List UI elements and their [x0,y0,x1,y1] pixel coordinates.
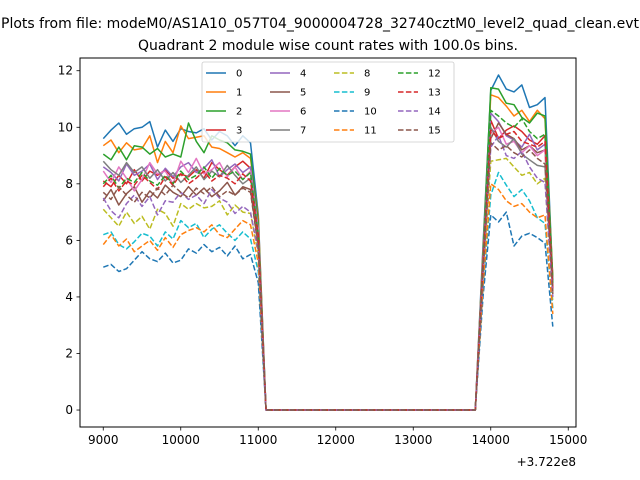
legend-box [201,61,455,143]
x-tick-label: 10000 [162,433,200,447]
plot-frame [79,57,577,428]
legend-label-2: 2 [236,107,242,118]
chart-title: Quadrant 2 module wise count rates with … [138,38,518,54]
legend-label-7: 7 [300,126,306,137]
y-tick-label: 4 [65,290,73,304]
x-tick-label: 11000 [239,433,277,447]
y-tick-label: 12 [58,64,73,78]
x-tick-label: 15000 [549,433,587,447]
x-offset-label: +3.722e8 [517,455,576,469]
legend-label-6: 6 [300,107,306,118]
legend-label-12: 12 [428,69,441,80]
x-tick-label: 14000 [472,433,510,447]
legend-label-5: 5 [300,88,306,99]
series-layer [102,74,554,411]
y-tick-label: 10 [58,120,73,134]
figure-suptitle: Plots from file: modeM0/AS1A10_057T04_90… [1,16,639,32]
x-axis: 9000 10000 11000 12000 13000 14000 15000 [88,427,587,447]
legend-label-11: 11 [364,126,377,137]
legend-label-13: 13 [428,88,441,99]
y-tick-label: 6 [65,233,73,247]
legend-label-4: 4 [300,69,306,80]
legend-label-1: 1 [236,88,242,99]
y-tick-label: 0 [65,403,73,417]
x-tick-label: 13000 [394,433,432,447]
legend-label-9: 9 [364,88,370,99]
legend-label-14: 14 [428,107,441,118]
legend-label-10: 10 [364,107,377,118]
legend-label-0: 0 [236,69,242,80]
series-line-15 [102,142,554,411]
x-tick-label: 12000 [317,433,355,447]
x-tick-label: 9000 [88,433,119,447]
y-tick-label: 8 [65,177,73,191]
legend-label-3: 3 [236,126,242,137]
y-tick-label: 2 [65,346,73,360]
y-axis: 0 2 4 6 8 10 12 [58,64,80,417]
legend-label-15: 15 [428,126,441,137]
legend-label-8: 8 [364,69,370,80]
